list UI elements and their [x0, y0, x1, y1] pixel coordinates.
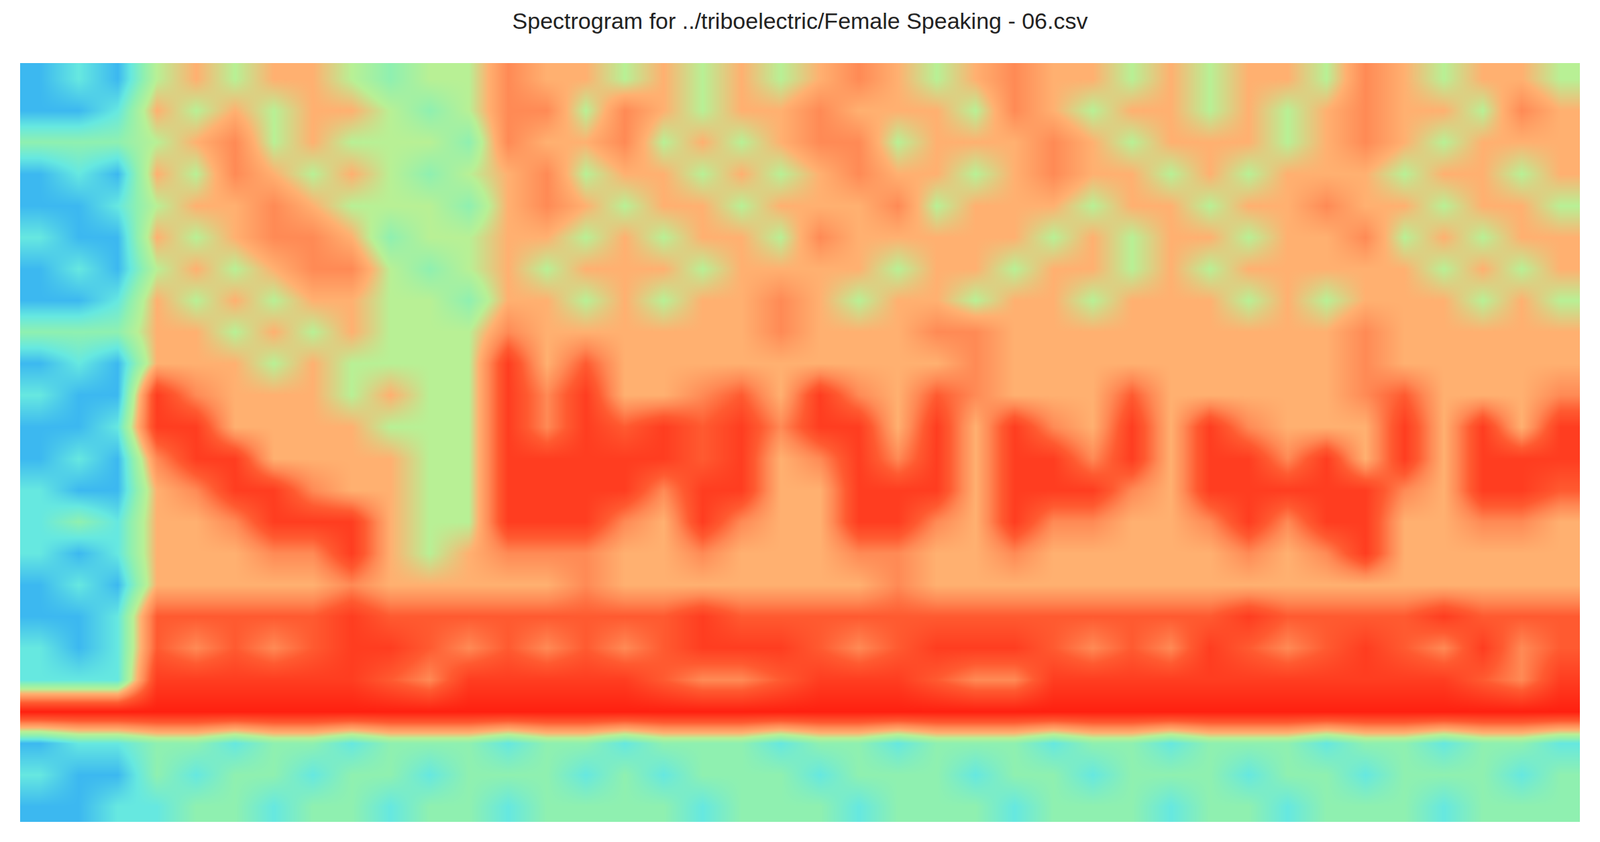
- svg-text:Spectrogram for ../triboelectr: Spectrogram for ../triboelectric/Female …: [512, 8, 1089, 34]
